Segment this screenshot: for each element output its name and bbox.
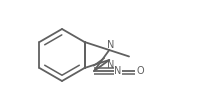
- Text: N: N: [114, 66, 122, 76]
- Text: O: O: [136, 66, 144, 76]
- Text: N: N: [106, 40, 114, 50]
- Text: N: N: [106, 60, 114, 70]
